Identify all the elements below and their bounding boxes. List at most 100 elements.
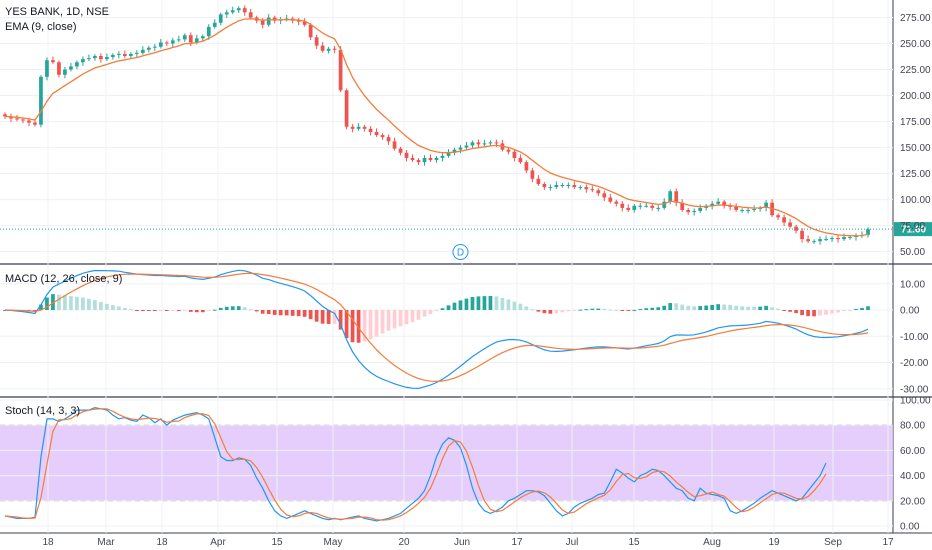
dividend-marker-label: D — [457, 248, 464, 259]
time-tick-label: 17 — [511, 537, 523, 548]
macd-histogram-bar — [266, 310, 271, 315]
candle-body — [182, 35, 187, 40]
candle-body — [674, 191, 679, 203]
macd-histogram-bar — [578, 309, 583, 311]
candle-body — [75, 62, 79, 67]
candle-body — [242, 8, 247, 13]
macd-histogram-bar — [704, 305, 709, 310]
candle-body — [812, 241, 816, 243]
stoch-tick-label: 40.00 — [900, 471, 925, 482]
macd-histogram-bar — [836, 310, 840, 313]
candle-body — [356, 126, 361, 129]
macd-histogram-bar — [776, 308, 780, 310]
macd-histogram-bar — [410, 310, 415, 323]
stoch-tick-label: 100.00 — [900, 396, 931, 407]
macd-histogram-bar — [422, 310, 427, 317]
macd-histogram-bar — [170, 310, 175, 311]
macd-histogram-bar — [105, 303, 109, 310]
macd-histogram-bar — [650, 307, 655, 310]
candle-body — [800, 230, 804, 240]
candle-body — [206, 26, 211, 37]
stoch-band-layer — [0, 424, 893, 502]
macd-histogram-bar — [392, 310, 397, 329]
macd-histogram-bar — [632, 309, 637, 311]
candle-body — [51, 60, 55, 63]
candle-body — [764, 202, 768, 208]
candle-body — [602, 193, 607, 198]
candle-body — [3, 114, 7, 117]
macd-histogram-bar — [758, 306, 762, 310]
macd-histogram-bar — [866, 306, 870, 310]
candle-body — [308, 24, 313, 38]
macd-panel[interactable] — [3, 269, 870, 390]
macd-histogram-bar — [254, 310, 259, 312]
candle-body — [428, 157, 433, 161]
macd-histogram-bar — [93, 300, 97, 310]
candle-body — [332, 48, 337, 50]
macd-histogram-bar — [506, 299, 511, 310]
macd-histogram-bar — [362, 310, 367, 342]
macd-histogram-bar — [590, 308, 595, 310]
candle-body — [404, 152, 409, 158]
macd-histogram-bar — [674, 303, 679, 310]
macd-histogram-bar — [482, 296, 487, 310]
candle-body — [170, 40, 175, 44]
candle-body — [560, 185, 565, 187]
candle-body — [63, 69, 67, 75]
macd-histogram-bar — [524, 306, 529, 310]
candle-body — [15, 118, 19, 120]
macd-histogram-bar — [860, 307, 864, 310]
candle-body — [494, 142, 499, 144]
candle-body — [27, 120, 31, 123]
macd-histogram-bar — [446, 305, 451, 310]
grid-layer — [0, 0, 893, 533]
macd-histogram-bar — [152, 310, 157, 311]
candle-body — [320, 45, 325, 51]
candle-body — [668, 191, 673, 202]
macd-tick-label: -30.00 — [900, 384, 929, 395]
macd-histogram-bar — [296, 310, 301, 317]
macd-histogram-bar — [398, 310, 403, 327]
time-tick-label: 17 — [882, 537, 894, 548]
macd-histogram-bar — [386, 310, 391, 331]
macd-histogram-bar — [87, 298, 91, 310]
macd-histogram-bar — [692, 306, 697, 310]
candle-body — [638, 205, 643, 207]
price-panel[interactable]: 71.60 D — [0, 5, 932, 260]
candle-body — [99, 56, 103, 60]
macd-histogram-bar — [374, 310, 379, 337]
macd-histogram-bar — [782, 310, 786, 311]
macd-histogram-bar — [512, 301, 517, 310]
macd-histogram-bar — [278, 310, 283, 316]
candle-body — [158, 42, 163, 47]
stoch-panel[interactable] — [4, 406, 827, 522]
macd-histogram-bar — [350, 310, 355, 343]
macd-histogram-bar — [57, 294, 61, 310]
candle-body — [266, 17, 271, 25]
macd-histogram-bar — [752, 306, 756, 310]
macd-histogram-bar — [248, 309, 253, 311]
candle-body — [584, 187, 589, 190]
stoch-overbought-oversold-band — [0, 425, 893, 501]
candle-body — [530, 170, 535, 179]
candle-body — [782, 217, 786, 223]
candle-body — [134, 52, 139, 54]
macd-histogram-bar — [134, 310, 139, 311]
macd-histogram-bar — [572, 310, 577, 311]
stoch-k-line — [4, 406, 827, 522]
candle-body — [224, 12, 229, 15]
candle-body — [740, 209, 745, 211]
macd-histogram-bar — [123, 308, 127, 310]
macd-histogram-bar — [416, 310, 421, 320]
macd-histogram-bar — [818, 310, 822, 316]
macd-histogram-bar — [494, 296, 499, 310]
macd-histogram-bar — [332, 310, 337, 324]
macd-histogram-bar — [117, 306, 121, 310]
candle-body — [776, 215, 780, 218]
stoch-tick-label: 80.00 — [900, 421, 925, 432]
macd-histogram-bar — [176, 310, 181, 311]
candle-body — [164, 42, 169, 44]
last-price-value: 71.60 — [901, 225, 926, 236]
symbol-title: YES BANK, 1D, NSE — [5, 6, 109, 18]
macd-histogram-bar — [81, 297, 85, 310]
